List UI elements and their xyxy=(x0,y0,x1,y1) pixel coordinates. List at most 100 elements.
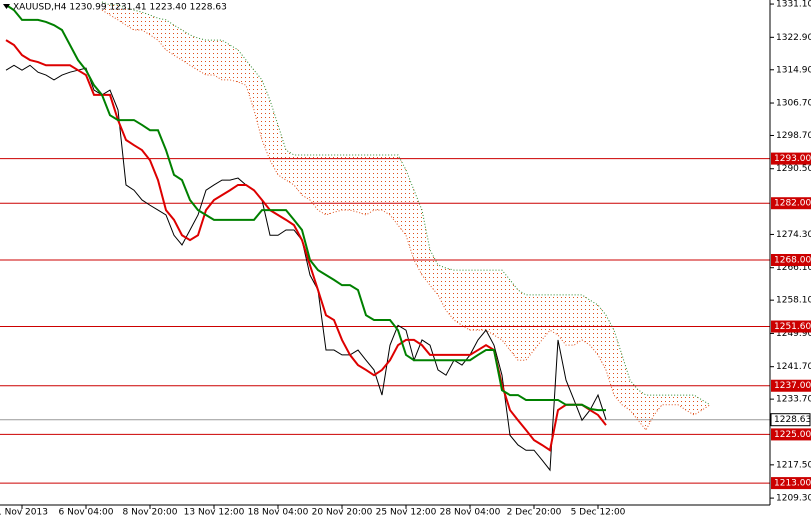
cloud-fill xyxy=(326,154,334,215)
cloud-fill xyxy=(134,10,142,31)
x-tick-label: 8 Nov 20:00 xyxy=(123,508,178,518)
y-tick-label: 1258.10 xyxy=(776,296,811,306)
y-tick-label: 1209.30 xyxy=(776,494,811,504)
level-label: 1251.60 xyxy=(774,322,811,332)
cloud-fill xyxy=(238,49,246,86)
cloud-fill xyxy=(102,2,110,16)
cloud-fill xyxy=(302,154,310,200)
level-label: 1293.00 xyxy=(774,154,811,164)
y-tick-label: 1266.10 xyxy=(776,263,811,273)
x-tick-label: 25 Nov 12:00 xyxy=(376,508,437,518)
cloud-fill xyxy=(518,290,526,361)
cloud-fill xyxy=(542,294,550,340)
cloud-fill xyxy=(654,395,662,415)
cloud-fill xyxy=(374,154,382,211)
cloud-fill xyxy=(406,169,414,261)
cloud-fill xyxy=(342,154,350,211)
menu-icon xyxy=(3,4,10,9)
cloud-fill xyxy=(462,270,470,331)
x-tick-label: 2 Dec 20:00 xyxy=(507,508,562,518)
cloud-fill xyxy=(190,34,198,71)
cloud-fill xyxy=(110,4,118,20)
cloud-fill xyxy=(174,25,182,61)
cloud-fill xyxy=(566,294,574,346)
cloud-fill xyxy=(438,264,446,311)
cloud-fill xyxy=(206,40,214,76)
indicator-line xyxy=(5,4,606,412)
cloud-fill xyxy=(310,154,318,211)
x-tick-label: 1 Nov 2013 xyxy=(0,508,48,518)
cloud-fill xyxy=(598,305,606,370)
cloud-fill xyxy=(350,154,358,213)
cloud-fill xyxy=(214,40,222,80)
cloud-fill xyxy=(446,268,454,321)
cloud-fill xyxy=(510,279,518,361)
cloud-fill xyxy=(694,395,702,415)
cloud-fill xyxy=(414,190,422,276)
cloud-fill xyxy=(150,15,158,41)
cloud-fill xyxy=(126,8,134,31)
level-tag xyxy=(771,197,811,210)
cloud-fill xyxy=(166,19,174,56)
level-label: 1213.00 xyxy=(774,479,811,489)
x-tick-label: 6 Nov 04:00 xyxy=(59,508,114,518)
level-label: 1268.00 xyxy=(774,256,811,266)
cloud-fill xyxy=(454,270,462,326)
cloud-fill xyxy=(222,40,230,80)
plot-area xyxy=(0,1,770,484)
y-tick-label: 1314.90 xyxy=(776,65,811,75)
cloud-fill xyxy=(590,300,598,355)
cloud-fill xyxy=(366,154,374,215)
cloud-edge xyxy=(101,9,711,431)
y-tick-label: 1306.70 xyxy=(776,99,811,109)
cloud-fill xyxy=(670,395,678,405)
cloud-fill xyxy=(430,249,438,295)
level-label: 1237.00 xyxy=(774,381,811,391)
level-tag xyxy=(771,254,811,267)
price-line xyxy=(5,64,607,472)
current-price-tag xyxy=(770,413,811,427)
cloud-fill xyxy=(638,389,646,430)
level-tag xyxy=(771,320,811,333)
cloud-fill xyxy=(686,395,694,415)
y-tick-label: 1249.90 xyxy=(776,329,811,339)
x-tick-label: 5 Dec 12:00 xyxy=(571,508,626,518)
y-tick-label: 1290.50 xyxy=(776,164,811,174)
cloud-fill xyxy=(478,270,486,331)
y-tick-label: 1331.10 xyxy=(776,0,811,10)
cloud-fill xyxy=(502,270,510,351)
cloud-fill xyxy=(702,399,710,411)
cloud-fill xyxy=(254,70,262,140)
y-tick-label: 1274.30 xyxy=(776,230,811,240)
cloud-fill xyxy=(662,395,670,405)
cloud-fill xyxy=(422,210,430,286)
y-tick-label: 1217.50 xyxy=(776,460,811,470)
x-tick-label: 20 Nov 20:00 xyxy=(312,508,373,518)
level-tag xyxy=(771,477,811,490)
cloud-fill xyxy=(622,354,630,411)
cloud-fill xyxy=(646,395,654,430)
cloud-fill xyxy=(118,4,126,26)
y-tick-label: 1241.70 xyxy=(776,362,811,372)
level-tag xyxy=(771,379,811,392)
cloud-fill xyxy=(486,270,494,336)
cloud-fill xyxy=(158,18,166,50)
cloud-fill xyxy=(230,45,238,82)
level-tag xyxy=(771,428,811,441)
x-tick-label: 18 Nov 04:00 xyxy=(248,508,309,518)
cloud-fill xyxy=(390,154,398,226)
cloud-fill xyxy=(182,30,190,66)
cloud-fill xyxy=(246,60,254,110)
cloud-fill xyxy=(262,79,270,161)
cloud-fill xyxy=(382,154,390,215)
cloud-fill xyxy=(142,12,150,35)
cloud-fill xyxy=(606,315,614,396)
cloud-fill xyxy=(198,38,206,76)
cloud-fill xyxy=(494,270,502,340)
cloud-fill xyxy=(470,270,478,331)
x-tick-label: 28 Nov 04:00 xyxy=(440,508,501,518)
cloud-fill xyxy=(678,395,686,411)
cloud-fill xyxy=(614,330,622,405)
cloud-fill xyxy=(574,294,582,346)
